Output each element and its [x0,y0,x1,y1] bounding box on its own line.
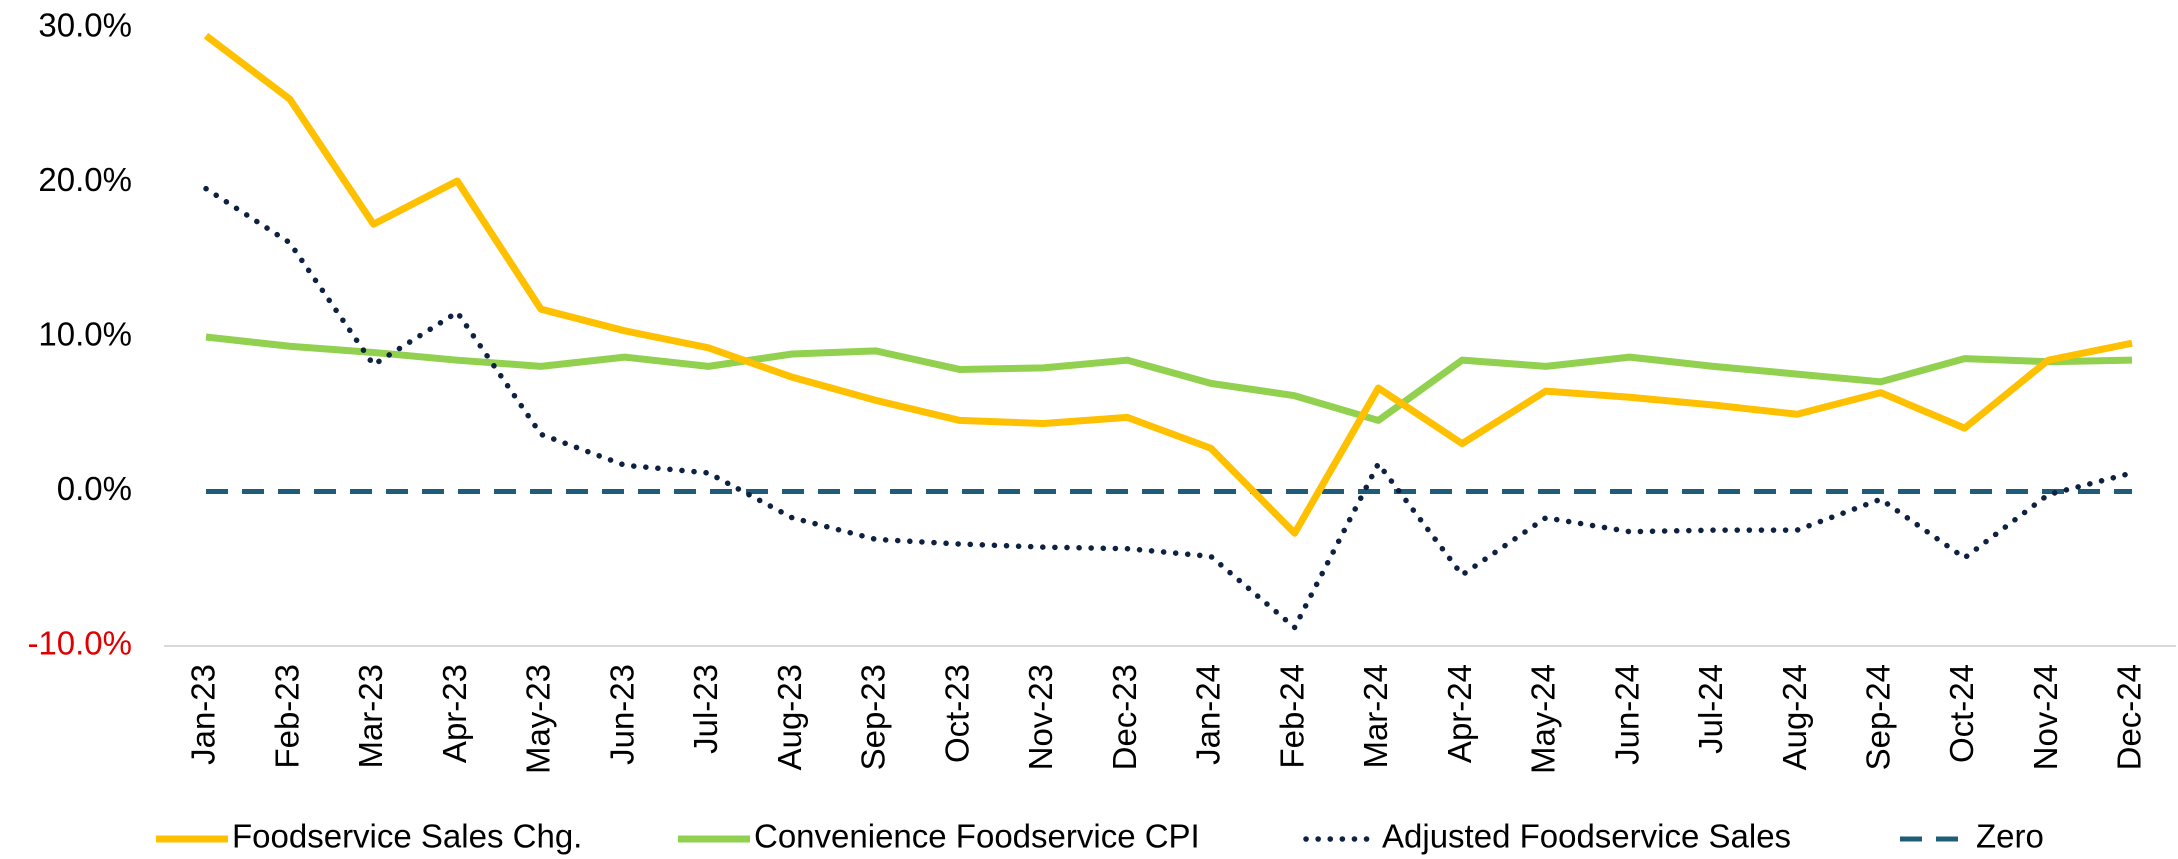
series-line [205,333,2133,424]
x-tick-label: Jul-23 [687,664,724,754]
x-tick-label: Nov-23 [1022,664,1059,770]
x-tick-label: Feb-24 [1273,664,1310,769]
x-tick-label: Aug-23 [771,664,808,770]
x-tick-label: Aug-24 [1776,664,1813,770]
y-tick-label: 0.0% [57,470,132,507]
x-tick-label: May-23 [520,664,557,774]
x-tick-label: Sep-23 [855,664,892,770]
x-tick-label: Jul-24 [1692,664,1729,754]
y-tick-label: 30.0% [38,7,132,44]
x-tick-label: Dec-24 [2111,664,2148,770]
x-tick-label: Feb-23 [268,664,305,769]
x-tick-label: Oct-23 [938,664,975,763]
legend-label: Foodservice Sales Chg. [232,818,582,855]
legend-label: Adjusted Foodservice Sales [1382,818,1791,855]
series-line [203,185,2135,631]
x-tick-label: Jun-23 [603,664,640,765]
x-tick-label: Sep-24 [1860,664,1897,770]
y-tick-label: 20.0% [38,161,132,198]
x-tick-label: Mar-23 [352,664,389,769]
x-tick-label: May-24 [1525,664,1562,774]
y-tick-label: 10.0% [38,316,132,353]
series-line [203,32,2133,537]
x-tick-label: Apr-24 [1441,664,1478,763]
x-tick-label: Apr-23 [436,664,473,763]
x-tick-label: Jan-23 [185,664,222,765]
x-tick-label: Jan-24 [1190,664,1227,765]
x-tick-label: Jun-24 [1608,664,1645,765]
x-tick-label: Nov-24 [2027,664,2064,770]
x-tick-label: Dec-23 [1106,664,1143,770]
y-tick-label: -10.0% [27,625,132,662]
legend-label: Zero [1976,818,2044,855]
legend-label: Convenience Foodservice CPI [754,818,1200,855]
x-tick-label: Oct-24 [1943,664,1980,763]
x-tick-label: Mar-24 [1357,664,1394,769]
